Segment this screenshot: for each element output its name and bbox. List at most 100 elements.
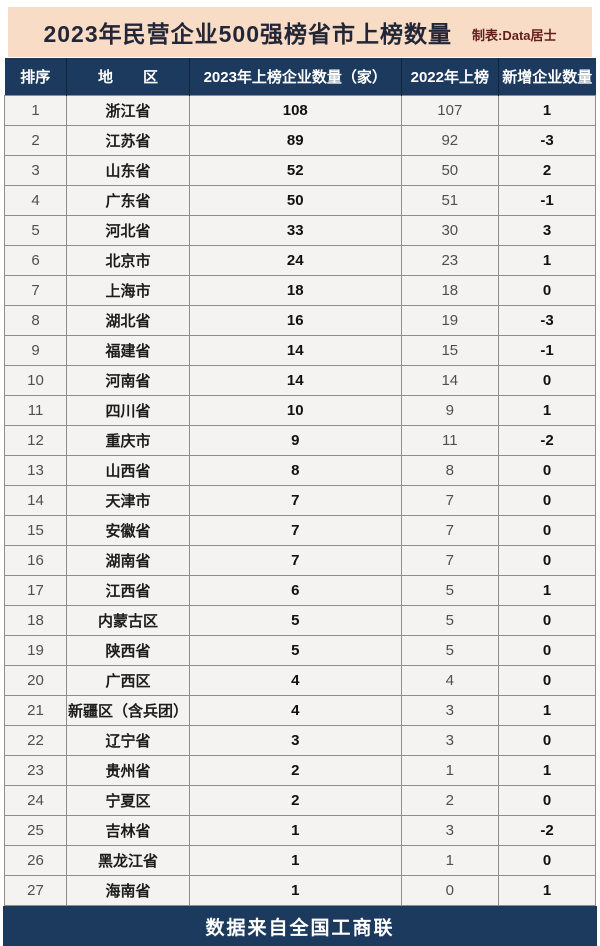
rank-cell: 4	[3, 185, 68, 216]
count-2022-cell: 15	[400, 335, 500, 366]
rank-cell: 26	[3, 845, 68, 876]
table-row: 27 海南省 1 0 1	[3, 875, 596, 906]
table-row: 19 陕西省 5 5 0	[3, 635, 596, 666]
count-2023-cell: 1	[188, 875, 402, 906]
delta-cell: 0	[498, 635, 596, 666]
region-cell: 河北省	[66, 215, 190, 246]
table-row: 1 浙江省 108 107 1	[3, 95, 596, 126]
region-cell: 黑龙江省	[66, 845, 190, 876]
count-2022-cell: 7	[400, 485, 500, 516]
region-cell: 山西省	[66, 455, 190, 486]
count-2023-cell: 6	[188, 575, 402, 606]
table-row: 17 江西省 6 5 1	[3, 575, 596, 606]
count-2023-cell: 2	[188, 785, 402, 816]
table-body: 1 浙江省 108 107 1 2 江苏省 89 92 -3 3 山东省 52 …	[3, 95, 596, 906]
count-2022-cell: 0	[400, 875, 500, 906]
count-2023-cell: 7	[188, 515, 402, 546]
count-2022-cell: 51	[400, 185, 500, 216]
rank-cell: 27	[3, 875, 68, 906]
count-2022-cell: 11	[400, 425, 500, 456]
table-row: 13 山西省 8 8 0	[3, 455, 596, 486]
region-cell: 新疆区（含兵团）	[66, 695, 190, 726]
table-row: 10 河南省 14 14 0	[3, 365, 596, 396]
rank-cell: 22	[3, 725, 68, 756]
rank-cell: 3	[3, 155, 68, 186]
table-row: 22 辽宁省 3 3 0	[3, 725, 596, 756]
count-2023-cell: 14	[188, 335, 402, 366]
delta-cell: 1	[498, 395, 596, 426]
delta-cell: 0	[498, 455, 596, 486]
delta-cell: 2	[498, 155, 596, 186]
rank-cell: 11	[3, 395, 68, 426]
count-2023-cell: 8	[188, 455, 402, 486]
count-2022-cell: 14	[400, 365, 500, 396]
rank-cell: 20	[3, 665, 68, 696]
delta-cell: 0	[498, 785, 596, 816]
delta-cell: 0	[498, 725, 596, 756]
count-2023-cell: 5	[188, 605, 402, 636]
count-2022-cell: 107	[400, 95, 500, 126]
table-row: 5 河北省 33 30 3	[3, 215, 596, 246]
count-2022-cell: 50	[400, 155, 500, 186]
count-2022-cell: 30	[400, 215, 500, 246]
footer-bar: 数据来自全国工商联	[3, 906, 597, 946]
delta-cell: 0	[498, 665, 596, 696]
table-row: 6 北京市 24 23 1	[3, 245, 596, 276]
count-2022-cell: 19	[400, 305, 500, 336]
rank-cell: 2	[3, 125, 68, 156]
count-2023-cell: 4	[188, 665, 402, 696]
region-cell: 广西区	[66, 665, 190, 696]
delta-cell: 1	[498, 575, 596, 606]
region-cell: 贵州省	[66, 755, 190, 786]
rank-cell: 25	[3, 815, 68, 846]
region-cell: 河南省	[66, 365, 190, 396]
rank-cell: 24	[3, 785, 68, 816]
region-cell: 北京市	[66, 245, 190, 276]
region-cell: 内蒙古区	[66, 605, 190, 636]
count-2023-cell: 7	[188, 545, 402, 576]
delta-cell: 0	[498, 275, 596, 306]
rank-cell: 19	[3, 635, 68, 666]
region-cell: 重庆市	[66, 425, 190, 456]
table-row: 21 新疆区（含兵团） 4 3 1	[3, 695, 596, 726]
delta-cell: 0	[498, 605, 596, 636]
delta-cell: 1	[498, 95, 596, 126]
ranking-table: 排序 地 区 2023年上榜企业数量（家） 2022年上榜 新增企业数量 1 浙…	[3, 58, 596, 906]
delta-cell: -3	[498, 305, 596, 336]
table-row: 23 贵州省 2 1 1	[3, 755, 596, 786]
count-2023-cell: 9	[188, 425, 402, 456]
count-2022-cell: 3	[400, 725, 500, 756]
count-2023-cell: 89	[188, 125, 402, 156]
count-2023-cell: 1	[188, 815, 402, 846]
delta-cell: -3	[498, 125, 596, 156]
count-2023-cell: 24	[188, 245, 402, 276]
table-row: 24 宁夏区 2 2 0	[3, 785, 596, 816]
table-row: 26 黑龙江省 1 1 0	[3, 845, 596, 876]
region-cell: 浙江省	[66, 95, 190, 126]
count-2022-cell: 4	[400, 665, 500, 696]
rank-cell: 10	[3, 365, 68, 396]
count-2023-cell: 4	[188, 695, 402, 726]
delta-cell: 1	[498, 695, 596, 726]
table-row: 2 江苏省 89 92 -3	[3, 125, 596, 156]
rank-cell: 1	[3, 95, 68, 126]
header-cell-2023: 2023年上榜企业数量（家）	[189, 58, 402, 96]
region-cell: 天津市	[66, 485, 190, 516]
delta-cell: -1	[498, 185, 596, 216]
table-row: 12 重庆市 9 11 -2	[3, 425, 596, 456]
table-row: 16 湖南省 7 7 0	[3, 545, 596, 576]
delta-cell: 0	[498, 485, 596, 516]
region-cell: 吉林省	[66, 815, 190, 846]
count-2023-cell: 33	[188, 215, 402, 246]
page-title: 2023年民营企业500强榜省市上榜数量	[43, 21, 453, 47]
count-2022-cell: 1	[400, 755, 500, 786]
rank-cell: 21	[3, 695, 68, 726]
rank-cell: 14	[3, 485, 68, 516]
count-2023-cell: 2	[188, 755, 402, 786]
count-2023-cell: 3	[188, 725, 402, 756]
region-cell: 山东省	[66, 155, 190, 186]
delta-cell: 1	[498, 245, 596, 276]
delta-cell: -2	[498, 815, 596, 846]
footer-text: 数据来自全国工商联	[205, 918, 395, 939]
